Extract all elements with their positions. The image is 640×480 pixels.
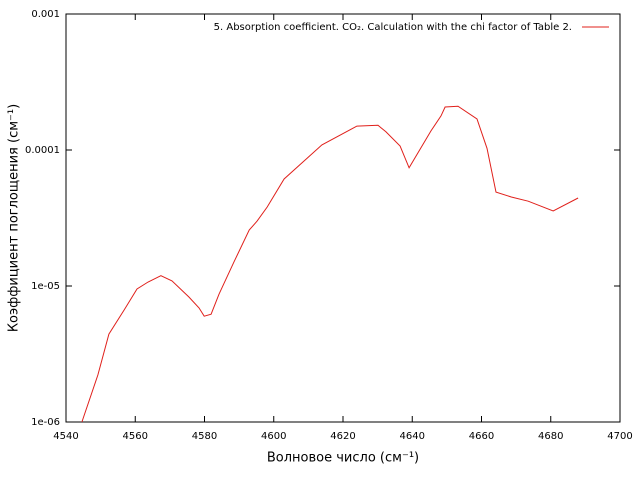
x-tick-label: 4600 [261, 431, 286, 442]
x-tick-label: 4560 [123, 431, 148, 442]
x-tick-label: 4580 [192, 431, 217, 442]
x-tick-label: 4680 [538, 431, 563, 442]
data-line [81, 105, 579, 423]
y-tick-label: 0.0001 [25, 145, 60, 156]
y-tick-label: 0.001 [31, 9, 60, 20]
x-tick-label: 4540 [53, 431, 78, 442]
x-tick-label: 4640 [400, 431, 425, 442]
x-tick-label: 4700 [607, 431, 632, 442]
x-tick-label: 4620 [330, 431, 355, 442]
x-axis-title: Волновое число (см⁻¹) [267, 451, 419, 466]
y-tick-label: 1e-06 [31, 417, 60, 428]
legend-label: 5. Absorption coefficient. CO₂. Calculat… [214, 22, 572, 33]
x-tick-label: 4660 [469, 431, 494, 442]
y-axis-title: Коэффициент поглощения (см⁻¹) [7, 104, 22, 332]
y-tick-label: 1e-05 [31, 281, 60, 292]
plot-border [65, 13, 621, 423]
